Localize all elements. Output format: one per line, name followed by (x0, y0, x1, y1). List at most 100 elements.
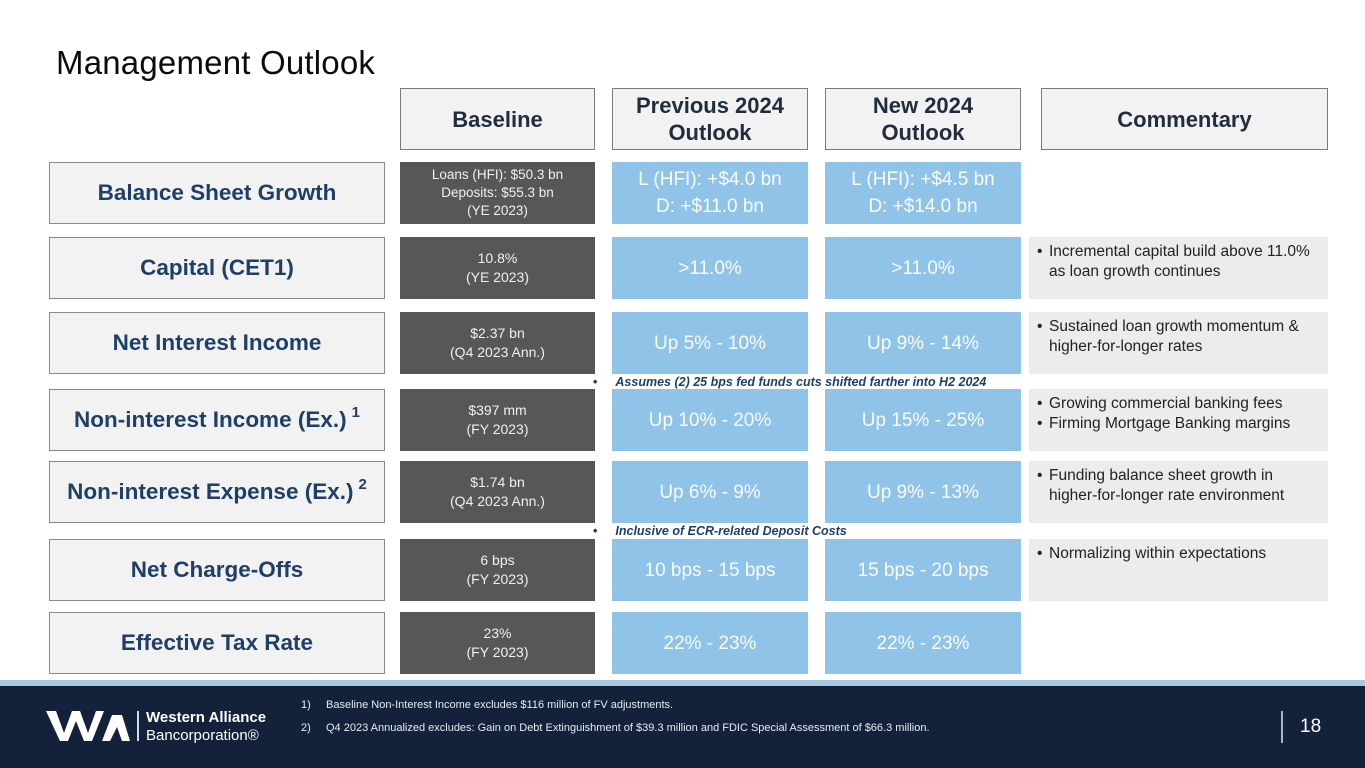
baseline-line: (FY 2023) (466, 421, 529, 437)
row-label-text: Non-interest Expense (Ex.) (67, 479, 354, 504)
commentary-bullet: • Normalizing within expectations (1037, 544, 1320, 564)
previous-balance-sheet-growth: L (HFI): +$4.0 bn D: +$11.0 bn (612, 162, 808, 224)
row-label-net-charge-offs: Net Charge-Offs (49, 539, 385, 601)
header-commentary-text: Commentary (1117, 106, 1252, 132)
note-text: Assumes (2) 25 bps fed funds cuts shifte… (615, 375, 987, 389)
new-value-line: >11.0% (891, 257, 955, 279)
previous-value-line: L (HFI): +$4.0 bn (638, 169, 782, 190)
baseline-non-interest-income: $397 mm (FY 2023) (400, 389, 595, 451)
new-value-line: 22% - 23% (876, 632, 970, 654)
baseline-line: $1.74 bn (470, 474, 525, 490)
row-label-text: Balance Sheet Growth (97, 180, 337, 205)
previous-net-interest-income: Up 5% - 10% (612, 312, 808, 374)
logo-company-name: Western Alliance (146, 709, 267, 726)
commentary-bullet: • Firming Mortgage Banking margins (1037, 414, 1320, 434)
note-text: Inclusive of ECR-related Deposit Costs (615, 524, 847, 538)
commentary-text: Incremental capital build above 11.0% as… (1049, 243, 1310, 280)
row-label-text: Net Interest Income (112, 330, 322, 355)
new-value-line: Up 15% - 25% (861, 409, 985, 431)
row-label-non-interest-income: Non-interest Income (Ex.) 1 (49, 389, 385, 451)
new-value-line: D: +$14.0 bn (868, 196, 978, 217)
new-value-line: L (HFI): +$4.5 bn (851, 169, 995, 190)
baseline-net-charge-offs: 6 bps (FY 2023) (400, 539, 595, 601)
footnote-2: 2) Q4 2023 Annualized excludes: Gain on D… (301, 722, 930, 734)
previous-value-line: >11.0% (678, 257, 742, 279)
bullet-dot: • (1037, 395, 1043, 412)
header-baseline: Baseline (400, 88, 595, 150)
new-net-interest-income: Up 9% - 14% (825, 312, 1021, 374)
header-new-line2: Outlook (881, 120, 965, 145)
new-value-line: Up 9% - 14% (867, 332, 979, 354)
commentary-non-interest-expense: • Funding balance sheet growth in higher… (1029, 461, 1328, 523)
baseline-line: 6 bps (480, 552, 515, 568)
header-new-outlook: New 2024 Outlook (825, 88, 1021, 150)
baseline-line: Loans (HFI): $50.3 bn (431, 167, 564, 182)
baseline-line: (FY 2023) (466, 644, 529, 660)
baseline-non-interest-expense: $1.74 bn (Q4 2023 Ann.) (400, 461, 595, 523)
bullet-dot: • (1037, 467, 1043, 484)
baseline-balance-sheet-growth: Loans (HFI): $50.3 bn Deposits: $55.3 bn… (400, 162, 595, 224)
new-value-line: 15 bps - 20 bps (857, 559, 989, 581)
baseline-line: (YE 2023) (465, 269, 530, 285)
baseline-line: 10.8% (477, 250, 518, 266)
bullet-dot: • (1037, 415, 1043, 432)
bullet-dot: • (1037, 318, 1043, 335)
baseline-line: (Q4 2023 Ann.) (450, 344, 545, 360)
baseline-capital-cet1: 10.8% (YE 2023) (400, 237, 595, 299)
row-label-text: Effective Tax Rate (120, 630, 314, 655)
page-number: 18 (1300, 716, 1322, 737)
note-bullet: • (593, 524, 598, 538)
baseline-line: (YE 2023) (467, 203, 528, 218)
footnote-text: Q4 2023 Annualized excludes: Gain on Deb… (326, 722, 930, 734)
header-baseline-text: Baseline (452, 106, 543, 132)
commentary-text: Funding balance sheet growth in higher-f… (1049, 467, 1285, 504)
new-capital-cet1: >11.0% (825, 237, 1021, 299)
page-title: Management Outlook (56, 44, 376, 81)
previous-net-charge-offs: 10 bps - 15 bps (612, 539, 808, 601)
footnote-ref-1: 1 (351, 403, 360, 421)
row-label-non-interest-expense: Non-interest Expense (Ex.) 2 (49, 461, 385, 523)
row-label-text: Net Charge-Offs (130, 557, 304, 582)
baseline-line: Deposits: $55.3 bn (441, 185, 554, 200)
previous-value-line: Up 10% - 20% (648, 409, 772, 431)
footer-stripe (0, 680, 1365, 686)
row-label-text: Non-interest Income (Ex.) (74, 407, 347, 432)
header-previous-line2: Outlook (668, 120, 752, 145)
commentary-net-interest-income: • Sustained loan growth momentum & highe… (1029, 312, 1328, 374)
commentary-bullet: • Sustained loan growth momentum & highe… (1037, 317, 1320, 357)
previous-value-line: Up 6% - 9% (659, 481, 761, 503)
header-commentary: Commentary (1041, 88, 1328, 150)
previous-value-line: 22% - 23% (663, 632, 757, 654)
note-fed-funds-cuts: • Assumes (2) 25 bps fed funds cuts shift… (593, 375, 986, 389)
previous-value-line: D: +$11.0 bn (656, 196, 764, 217)
footnote-number: 1) (301, 699, 311, 711)
logo-divider (137, 711, 139, 741)
row-label-effective-tax-rate: Effective Tax Rate (49, 612, 385, 674)
commentary-text: Normalizing within expectations (1049, 545, 1267, 562)
new-effective-tax-rate: 22% - 23% (825, 612, 1021, 674)
baseline-line: $397 mm (468, 402, 527, 418)
footnote-number: 2) (301, 722, 311, 734)
header-previous-outlook: Previous 2024 Outlook (612, 88, 808, 150)
row-label-net-interest-income: Net Interest Income (49, 312, 385, 374)
new-non-interest-expense: Up 9% - 13% (825, 461, 1021, 523)
commentary-bullet: • Funding balance sheet growth in higher… (1037, 466, 1320, 506)
previous-capital-cet1: >11.0% (612, 237, 808, 299)
previous-effective-tax-rate: 22% - 23% (612, 612, 808, 674)
commentary-bullet: • Incremental capital build above 11.0% … (1037, 242, 1320, 282)
commentary-text: Firming Mortgage Banking margins (1049, 415, 1291, 432)
baseline-line: (FY 2023) (466, 571, 529, 587)
footnote-ref-2: 2 (358, 475, 367, 493)
commentary-bullet: • Growing commercial banking fees (1037, 394, 1320, 414)
footnote-1: 1) Baseline Non-Interest Income excludes … (301, 699, 673, 711)
logo-company-subtitle: Bancorporation® (146, 727, 259, 744)
row-label-text: Capital (CET1) (140, 255, 294, 280)
note-ecr-deposit-costs: • Inclusive of ECR-related Deposit Costs (593, 524, 847, 538)
header-new-line1: New 2024 (872, 93, 974, 118)
bullet-dot: • (1037, 243, 1043, 260)
baseline-line: (Q4 2023 Ann.) (450, 493, 545, 509)
baseline-line: 23% (483, 625, 512, 641)
commentary-net-charge-offs: • Normalizing within expectations (1029, 539, 1328, 601)
baseline-net-interest-income: $2.37 bn (Q4 2023 Ann.) (400, 312, 595, 374)
previous-value-line: 10 bps - 15 bps (644, 559, 776, 581)
